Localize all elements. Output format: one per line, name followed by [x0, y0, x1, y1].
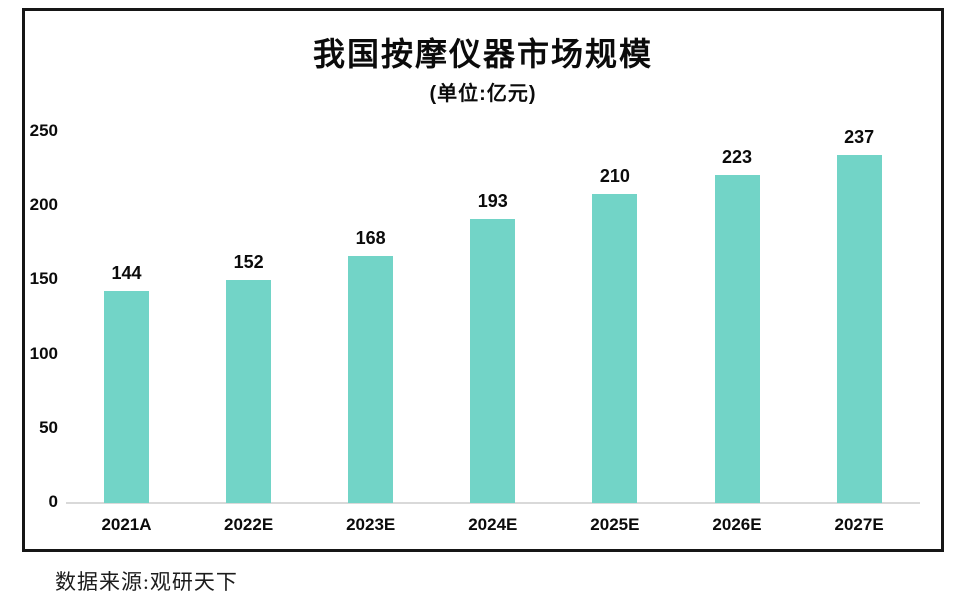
bar-value-label: 210	[599, 166, 630, 186]
bar-value-label: 193	[477, 191, 508, 211]
bar-value-label: 223	[721, 147, 753, 167]
y-axis-tick-label: 200	[29, 195, 58, 215]
y-axis-tick-label: 100	[29, 343, 58, 363]
bar-value-label: 152	[233, 252, 264, 272]
bar-2024E	[470, 219, 516, 503]
bar-2022E	[226, 280, 272, 503]
x-axis-category-label: 2023E	[346, 515, 396, 534]
bar-2026E	[714, 175, 760, 503]
x-axis-category-label: 2024E	[468, 515, 518, 534]
chart-title: 我国按摩仪器市场规模	[312, 36, 653, 72]
x-axis-category-label: 2026E	[712, 515, 762, 534]
data-source: 数据来源:观研天下	[55, 570, 238, 594]
chart-subtitle: (单位:亿元)	[429, 83, 537, 105]
bar-value-label: 237	[844, 127, 875, 147]
y-axis-tick-label: 150	[29, 269, 58, 289]
bar-2025E	[592, 194, 638, 503]
bar-2027E	[836, 155, 882, 503]
x-axis-category-label: 2022E	[224, 515, 274, 534]
bar-value-label: 168	[355, 228, 386, 248]
x-axis-category-label: 2027E	[834, 515, 884, 534]
x-axis-category-label: 2025E	[590, 515, 640, 534]
y-axis-tick-label: 250	[29, 121, 58, 140]
x-axis-category-label: 2021A	[101, 515, 152, 534]
bar-2021A	[104, 291, 149, 503]
bar-value-label: 144	[111, 263, 142, 283]
y-axis-tick-label: 0	[48, 492, 58, 511]
x-axis-line	[66, 502, 920, 504]
bar-2023E	[348, 256, 394, 503]
y-axis-tick-label: 50	[39, 417, 58, 437]
